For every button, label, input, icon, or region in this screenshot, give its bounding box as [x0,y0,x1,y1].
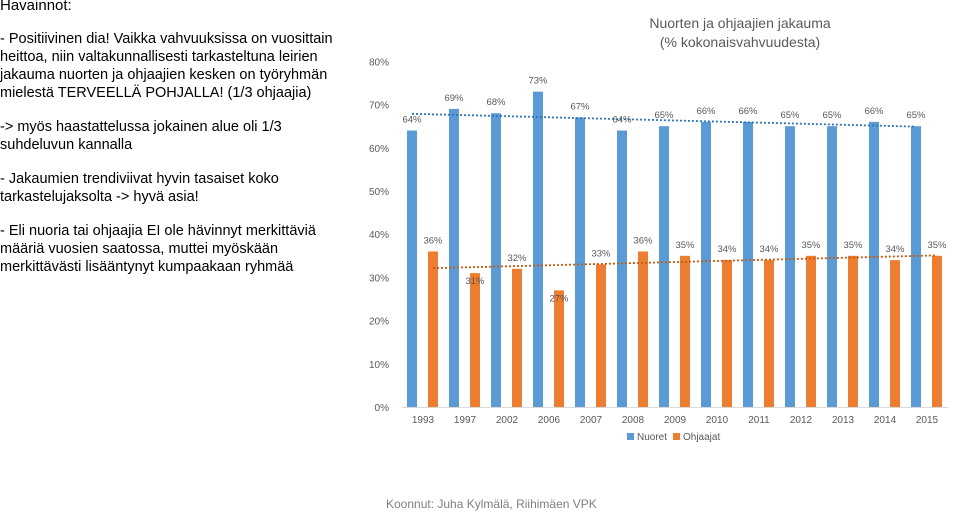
bar-ohjaajat [596,264,606,407]
bar-nuoret [575,117,585,407]
observation-bullet-4: - Eli nuoria tai ohjaajia EI ole hävinny… [0,223,316,275]
bar-nuoret [701,121,711,407]
data-label: 34% [717,244,737,255]
data-label: 69% [444,93,464,104]
bar-nuoret [785,126,795,407]
bar-ohjaajat [722,260,732,407]
x-tick-label: 1997 [454,415,477,426]
data-label: 36% [423,235,443,246]
data-label: 32% [507,253,527,264]
legend-swatch-ohjaajat [673,433,680,440]
bar-nuoret [911,126,921,407]
x-tick-label: 2013 [832,415,855,426]
x-tick-label: 2009 [664,415,687,426]
data-label: 27% [549,293,569,304]
bar-ohjaajat [512,268,522,407]
y-tick-label: 50% [369,187,389,198]
bar-ohjaajat [764,260,774,407]
x-tick-label: 1993 [412,415,435,426]
x-tick-label: 2007 [580,415,603,426]
data-label: 66% [738,106,758,117]
x-axis: 1993 1997 2002 2006 2007 2008 2009 2010 2011 2012… [402,407,948,426]
observation-bullet-3: - Jakaumien trendiviivat hyvin tasaiset … [0,171,279,205]
bar-nuoret [491,113,501,408]
data-label: 34% [885,244,905,255]
data-label: 65% [906,110,926,121]
bar-ohjaajat [638,251,648,407]
y-tick-label: 70% [369,101,389,112]
data-label: 35% [801,240,821,251]
data-label: 35% [843,240,863,251]
y-tick-label: 20% [369,317,389,328]
x-tick-label: 2010 [706,415,729,426]
x-tick-label: 2014 [874,415,897,426]
bar-nuoret [827,126,837,407]
bar-nuoret [617,130,627,407]
data-label: 66% [696,106,716,117]
data-label: 31% [465,276,485,287]
legend: Nuoret Ohjaajat [627,432,720,443]
data-labels: 64% 69% 68% 73% 67% 64% 65% 66% 66% 65% 65% 66% 65% 3… [402,76,947,305]
observations-heading: Havainnot: [0,0,72,14]
bar-nuoret [869,121,879,407]
data-label: 64% [402,115,422,126]
x-tick-label: 2002 [496,415,519,426]
data-label: 67% [570,102,590,113]
x-tick-label: 2008 [622,415,645,426]
bar-nuoret [449,108,459,408]
y-tick-label: 60% [369,144,389,155]
bar-ohjaajat [932,255,942,407]
data-label: 35% [927,240,947,251]
data-label: 33% [591,248,611,259]
bar-nuoret [659,126,669,407]
data-label: 36% [633,235,653,246]
y-axis: 0% 10% 20% 30% 40% 50% 60% 70% 80% [369,57,389,414]
data-label: 64% [612,115,632,126]
bar-nuoret [533,91,543,407]
bars [407,91,942,408]
data-label: 35% [675,240,695,251]
bar-ohjaajat [470,273,480,407]
legend-swatch-nuoret [627,433,634,440]
chart-title: Nuorten ja ohjaajien jakauma [649,15,831,31]
bar-ohjaajat [554,290,564,407]
data-label: 65% [780,110,800,121]
data-label: 65% [654,110,674,121]
y-tick-label: 80% [369,57,389,68]
legend-label-ohjaajat: Ohjaajat [683,432,720,443]
y-tick-label: 30% [369,273,389,284]
chart-svg: Nuorten ja ohjaajien jakauma (% kokonais… [369,15,948,443]
bar-ohjaajat [428,251,438,407]
legend-label-nuoret: Nuoret [637,432,667,443]
trendlines [411,112,938,270]
x-tick-label: 2012 [790,415,813,426]
observations-panel: Havainnot: - Positiivinen dia! Vaikka va… [0,0,360,300]
observation-bullet-2: -> myös haastattelussa jokainen alue oli… [0,119,282,153]
bar-ohjaajat [680,255,690,407]
y-tick-label: 40% [369,230,389,241]
data-label: 66% [864,106,884,117]
trendline-nuoret [411,112,917,128]
trendline-ohjaajat [432,254,938,270]
data-label: 73% [528,76,548,87]
data-label: 68% [486,97,506,108]
compiler-credit: Koonnut: Juha Kylmälä, Riihimäen VPK [386,497,597,511]
observation-bullet-1: - Positiivinen dia! Vaikka vahvuuksissa … [0,31,333,101]
data-label: 65% [822,110,842,121]
bar-ohjaajat [848,255,858,407]
x-tick-label: 2006 [538,415,561,426]
x-tick-label: 2011 [748,415,770,426]
y-tick-label: 10% [369,360,389,371]
bar-ohjaajat [890,260,900,407]
chart-subtitle: (% kokonaisvahvuudesta) [660,34,820,50]
x-tick-label: 2015 [916,415,939,426]
bar-ohjaajat [806,255,816,407]
distribution-chart: Nuorten ja ohjaajien jakauma (% kokonais… [362,0,960,512]
bar-nuoret [743,121,753,407]
y-tick-label: 0% [375,403,390,414]
bar-nuoret [407,130,417,407]
data-label: 34% [759,244,779,255]
